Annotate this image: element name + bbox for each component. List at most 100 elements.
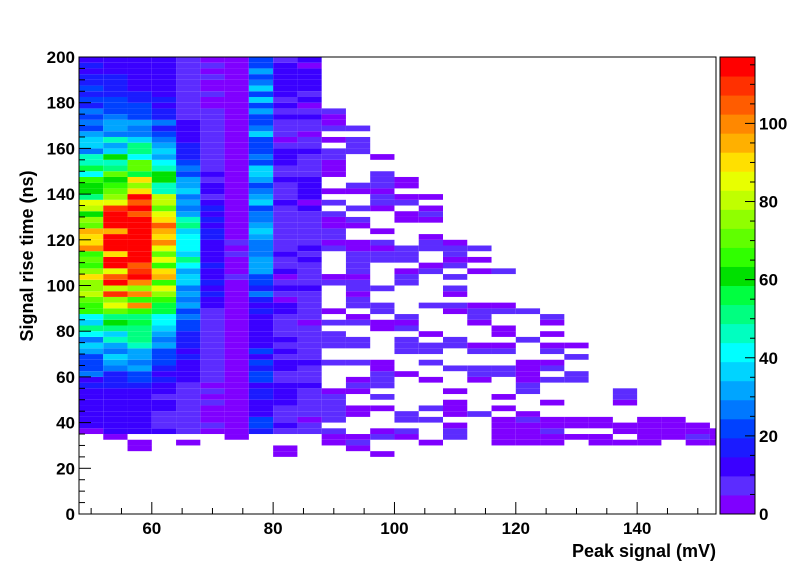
heatmap-cell xyxy=(661,416,686,423)
heatmap-cell xyxy=(127,388,152,395)
heatmap-cell xyxy=(79,308,104,315)
x-tick-label: 60 xyxy=(142,519,161,538)
heatmap-cell xyxy=(321,428,346,435)
heatmap-cell xyxy=(200,336,225,343)
heatmap-cell xyxy=(467,308,492,315)
heatmap-cell xyxy=(224,428,249,435)
heatmap-cell xyxy=(370,371,395,377)
heatmap-cell xyxy=(103,405,128,412)
heatmap-cell xyxy=(661,422,686,429)
heatmap-cell xyxy=(248,79,274,86)
heatmap-cell xyxy=(418,262,443,269)
heatmap-cell xyxy=(297,336,322,343)
heatmap-cell xyxy=(79,194,104,200)
heatmap-cell xyxy=(248,245,274,252)
heatmap-cell xyxy=(418,268,443,275)
heatmap-cell xyxy=(273,199,298,206)
heatmap-cell xyxy=(224,308,249,315)
y-tick-label: 0 xyxy=(66,505,75,524)
heatmap-cell xyxy=(103,199,128,206)
x-axis-title: Peak signal (mV) xyxy=(572,541,716,561)
heatmap-cell xyxy=(321,188,346,195)
heatmap-cell xyxy=(443,336,468,343)
heatmap-cell xyxy=(103,422,128,429)
heatmap-cell xyxy=(273,314,298,320)
heatmap-cell xyxy=(200,136,225,143)
heatmap-cell xyxy=(394,348,419,355)
heatmap-cell xyxy=(224,199,249,206)
heatmap-cell xyxy=(394,314,419,320)
heatmap-cell xyxy=(103,256,128,263)
heatmap-cell xyxy=(176,365,201,372)
heatmap-cell xyxy=(127,245,152,252)
heatmap-cell xyxy=(176,268,201,275)
heatmap-cell xyxy=(103,222,128,229)
heatmap-cell xyxy=(370,319,395,326)
heatmap-cell xyxy=(297,131,322,137)
heatmap-cell xyxy=(224,348,249,355)
heatmap-cell xyxy=(248,119,274,126)
heatmap-cell xyxy=(176,142,201,149)
heatmap-cell xyxy=(151,376,177,383)
heatmap-cell xyxy=(200,394,225,400)
heatmap-cell xyxy=(176,205,201,212)
heatmap-cell xyxy=(127,148,152,155)
heatmap-cell xyxy=(443,256,468,263)
heatmap-cell xyxy=(273,262,298,269)
heatmap-cell xyxy=(540,331,565,337)
heatmap-cell xyxy=(224,245,249,252)
heatmap-cell xyxy=(79,102,104,109)
heatmap-cell xyxy=(103,342,128,349)
heatmap-cell xyxy=(79,182,104,189)
heatmap-cell xyxy=(200,308,225,315)
heatmap-cell xyxy=(394,256,419,263)
heatmap-cell xyxy=(103,394,128,400)
x-tick-label: 120 xyxy=(502,519,530,538)
heatmap-cell xyxy=(127,325,152,332)
heatmap-cell xyxy=(273,136,298,143)
heatmap-cell xyxy=(273,256,298,263)
heatmap-cell xyxy=(321,279,346,286)
heatmap-cell xyxy=(345,182,371,189)
heatmap-cell xyxy=(370,205,395,212)
heatmap-cell xyxy=(224,239,249,246)
heatmap-cell xyxy=(418,416,443,423)
heatmap-cell xyxy=(418,216,443,223)
heatmap-cell xyxy=(273,308,298,315)
heatmap-cell xyxy=(540,314,565,320)
heatmap-cell xyxy=(127,142,152,149)
heatmap-cell xyxy=(370,154,395,160)
heatmap-cell xyxy=(321,125,346,132)
heatmap-cell xyxy=(273,445,298,452)
heatmap-cell xyxy=(321,405,346,412)
heatmap-cell xyxy=(176,405,201,412)
heatmap-cell xyxy=(273,325,298,332)
heatmap-cell xyxy=(297,399,322,406)
heatmap-cell xyxy=(370,359,395,366)
heatmap-cell xyxy=(103,216,128,223)
heatmap-cell xyxy=(176,159,201,166)
heatmap-cell xyxy=(151,182,177,189)
heatmap-cell xyxy=(248,136,274,143)
heatmap-cell xyxy=(345,382,371,389)
heatmap-cell xyxy=(321,222,346,229)
heatmap-cell xyxy=(273,228,298,235)
heatmap-cell xyxy=(151,108,177,115)
heatmap-cell xyxy=(345,222,371,229)
heatmap-cell xyxy=(297,285,322,292)
heatmap-cell xyxy=(467,256,492,263)
heatmap-cell xyxy=(224,171,249,177)
heatmap-cell xyxy=(79,274,104,280)
heatmap-cell xyxy=(103,108,128,115)
heatmap-cell xyxy=(273,416,298,423)
heatmap-cell xyxy=(151,131,177,137)
heatmap-cell xyxy=(418,194,443,200)
heatmap-cell xyxy=(176,154,201,160)
heatmap-cell xyxy=(224,279,249,286)
colorbar-segment xyxy=(720,437,755,458)
heatmap-cell xyxy=(79,388,104,395)
heatmap-cell xyxy=(564,371,589,377)
heatmap-cell xyxy=(176,119,201,126)
heatmap-cell xyxy=(151,68,177,75)
heatmap-cell xyxy=(127,239,152,246)
